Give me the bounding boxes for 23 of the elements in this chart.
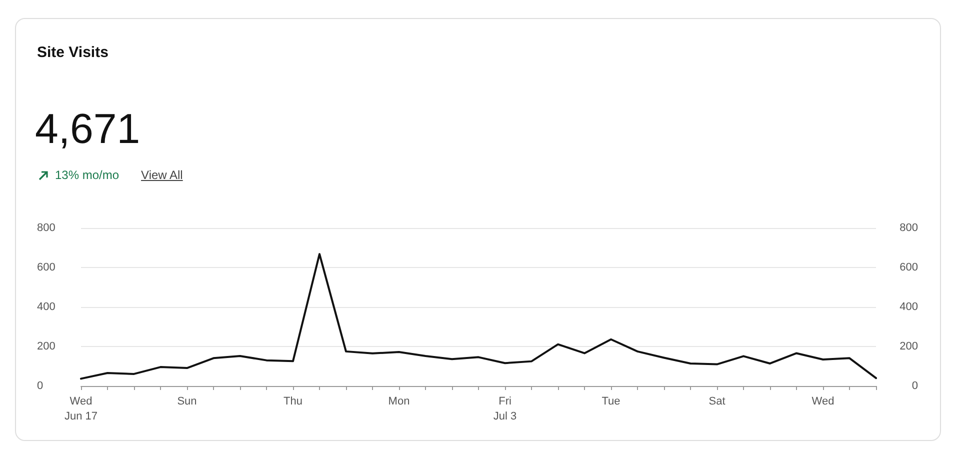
y2-tick-label: 600: [900, 262, 918, 274]
x-tick-label: Tue: [602, 396, 620, 408]
x-tick-label: Mon: [388, 396, 410, 408]
y2-tick-label: 0: [912, 380, 918, 392]
line-series: [80, 253, 877, 380]
x-tick-label: Sun: [177, 396, 197, 408]
y-tick-label: 400: [37, 301, 56, 313]
x-tick-label: Wed: [812, 396, 834, 408]
x-tick-label: Thu: [284, 396, 302, 408]
y-tick-label: 200: [37, 340, 56, 352]
x-tick-label: Wed Jun 17: [64, 396, 98, 422]
y2-tick-label: 200: [900, 340, 918, 352]
x-tick-label: Fri Jul 3: [493, 396, 517, 422]
y-tick-label: 600: [37, 262, 56, 274]
y-tick-label: 800: [37, 222, 56, 234]
chart-title: Site Visits: [37, 44, 108, 61]
y2-tick-label: 400: [900, 301, 918, 313]
y2-tick-label: 800: [900, 222, 918, 234]
text: View All: [141, 168, 183, 182]
text: 13% mo/mo: [55, 168, 120, 182]
y-tick-label: 0: [37, 380, 44, 392]
text: 4,671: [35, 105, 140, 153]
x-tick-label: Sat: [708, 396, 726, 408]
